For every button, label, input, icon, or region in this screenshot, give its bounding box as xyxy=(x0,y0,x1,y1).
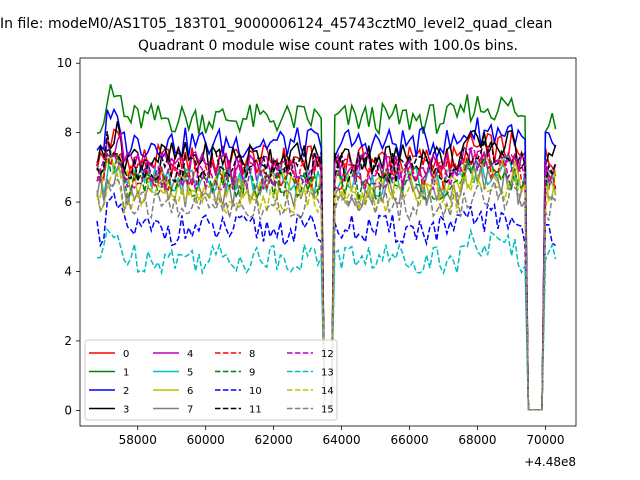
legend-label-10: 10 xyxy=(249,386,262,397)
x-tick-label: 70000 xyxy=(526,433,564,447)
legend-label-7: 7 xyxy=(187,405,193,416)
legend-label-0: 0 xyxy=(123,349,129,360)
x-tick-label: 66000 xyxy=(390,433,428,447)
x-tick-label: 64000 xyxy=(322,433,360,447)
legend-label-9: 9 xyxy=(249,368,255,379)
series-line-15 xyxy=(96,178,557,411)
legend-label-2: 2 xyxy=(123,386,129,397)
y-tick-label: 8 xyxy=(64,126,72,140)
x-tick-label: 58000 xyxy=(119,433,157,447)
legend-label-11: 11 xyxy=(249,405,262,416)
y-tick-label: 6 xyxy=(64,195,72,209)
x-offset-text: +4.48e8 xyxy=(524,455,576,469)
x-tick-label: 62000 xyxy=(255,433,293,447)
y-tick-label: 10 xyxy=(57,56,72,70)
legend-label-13: 13 xyxy=(321,368,334,379)
y-tick-label: 0 xyxy=(64,403,72,417)
series-line-11 xyxy=(96,131,557,411)
x-axis: 58000 60000 62000 64000 66000 68000 70000 xyxy=(119,426,565,447)
legend-frame xyxy=(84,339,338,421)
x-tick-label: 68000 xyxy=(458,433,496,447)
x-tick-label: 60000 xyxy=(187,433,225,447)
legend-label-12: 12 xyxy=(321,349,334,360)
y-tick-label: 4 xyxy=(64,265,72,279)
legend-label-14: 14 xyxy=(321,386,334,397)
legend-label-8: 8 xyxy=(249,349,255,360)
legend-label-1: 1 xyxy=(123,368,129,379)
legend-label-4: 4 xyxy=(187,349,193,360)
figure-suptitle: In file: modeM0/AS1T05_183T01_9000006124… xyxy=(0,16,552,32)
plot-frame xyxy=(79,57,577,427)
legend-label-15: 15 xyxy=(321,405,334,416)
legend-label-5: 5 xyxy=(187,368,193,379)
y-tick-label: 2 xyxy=(64,334,72,348)
series-line-10 xyxy=(96,191,556,411)
legend-label-6: 6 xyxy=(187,386,193,397)
legend-label-3: 3 xyxy=(123,405,129,416)
y-axis: 0 2 4 6 8 10 xyxy=(57,56,80,417)
chart-title: Quadrant 0 module wise count rates with … xyxy=(138,38,518,54)
